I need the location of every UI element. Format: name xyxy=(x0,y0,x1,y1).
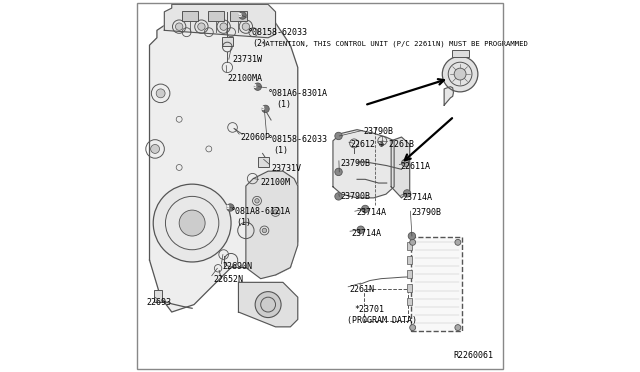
Polygon shape xyxy=(164,4,276,38)
Circle shape xyxy=(273,210,278,214)
Text: (1): (1) xyxy=(237,218,252,227)
Text: 23731W: 23731W xyxy=(233,55,263,64)
Circle shape xyxy=(401,159,409,167)
Circle shape xyxy=(408,232,415,240)
Text: 22100M: 22100M xyxy=(260,178,290,187)
Polygon shape xyxy=(239,282,298,327)
Text: (2): (2) xyxy=(253,39,268,48)
Text: 23790B: 23790B xyxy=(340,158,371,167)
Text: (1): (1) xyxy=(276,100,291,109)
Circle shape xyxy=(357,226,364,234)
Text: °081A6-8301A: °081A6-8301A xyxy=(268,89,328,98)
Text: (PROGRAM DATA): (PROGRAM DATA) xyxy=(347,316,417,325)
Circle shape xyxy=(255,199,259,203)
Text: °081A8-6121A: °081A8-6121A xyxy=(230,207,291,216)
Text: 23714A: 23714A xyxy=(351,229,381,238)
Bar xyxy=(230,11,246,21)
Circle shape xyxy=(262,228,267,233)
Circle shape xyxy=(156,89,165,98)
Bar xyxy=(411,237,462,331)
Circle shape xyxy=(455,325,461,331)
Text: 22652N: 22652N xyxy=(213,275,243,284)
Text: B: B xyxy=(237,13,242,17)
Text: *23701: *23701 xyxy=(354,305,384,314)
Bar xyxy=(407,284,412,292)
Text: 22611A: 22611A xyxy=(401,162,431,171)
Text: 22693: 22693 xyxy=(147,298,172,307)
Text: B: B xyxy=(225,205,229,210)
Bar xyxy=(182,11,198,21)
Circle shape xyxy=(175,23,183,31)
Bar xyxy=(259,157,269,167)
Text: 2261N: 2261N xyxy=(349,285,374,294)
Polygon shape xyxy=(150,16,298,312)
Text: *ATTENTION, THIS CONTROL UNIT (P/C 2261lN) MUST BE PROGRAMMED: *ATTENTION, THIS CONTROL UNIT (P/C 2261l… xyxy=(262,40,528,46)
Circle shape xyxy=(255,292,281,318)
Circle shape xyxy=(335,193,342,200)
Text: 22690N: 22690N xyxy=(223,262,253,271)
Text: B: B xyxy=(260,106,264,111)
Circle shape xyxy=(335,132,342,140)
Circle shape xyxy=(410,239,415,245)
Bar xyxy=(222,37,233,46)
Circle shape xyxy=(150,144,159,153)
Text: (1): (1) xyxy=(274,146,289,155)
Polygon shape xyxy=(444,87,453,105)
Bar xyxy=(452,50,468,57)
Text: 23790B: 23790B xyxy=(340,192,371,201)
Circle shape xyxy=(239,12,246,19)
Circle shape xyxy=(410,325,415,331)
Bar xyxy=(407,242,412,250)
Text: °08158-62033: °08158-62033 xyxy=(248,28,308,37)
Text: B: B xyxy=(253,84,256,89)
Circle shape xyxy=(198,23,205,31)
Circle shape xyxy=(254,83,262,90)
Text: 23714A: 23714A xyxy=(403,193,432,202)
Circle shape xyxy=(362,205,369,213)
Circle shape xyxy=(242,23,250,31)
Circle shape xyxy=(227,204,234,211)
Bar xyxy=(407,270,412,278)
Bar xyxy=(208,11,225,21)
Circle shape xyxy=(335,168,342,176)
Polygon shape xyxy=(333,130,394,198)
Circle shape xyxy=(454,68,466,80)
Circle shape xyxy=(153,184,231,262)
Text: 23790B: 23790B xyxy=(364,126,394,136)
Bar xyxy=(154,290,162,302)
Text: 22612: 22612 xyxy=(350,140,376,149)
Text: 23731V: 23731V xyxy=(271,164,301,173)
Circle shape xyxy=(179,210,205,236)
Circle shape xyxy=(220,23,227,31)
Circle shape xyxy=(262,105,269,113)
Circle shape xyxy=(442,56,478,92)
Bar xyxy=(407,256,412,264)
Polygon shape xyxy=(246,171,298,279)
Text: 22060P: 22060P xyxy=(240,132,270,142)
Polygon shape xyxy=(391,137,410,198)
Text: 22100MA: 22100MA xyxy=(227,74,262,83)
Text: 23714A: 23714A xyxy=(356,208,387,217)
Text: °08158-62033: °08158-62033 xyxy=(268,135,328,144)
Text: R2260061: R2260061 xyxy=(454,351,493,360)
Circle shape xyxy=(455,239,461,245)
Circle shape xyxy=(403,190,411,197)
Text: ⊕ 2261B: ⊕ 2261B xyxy=(380,140,414,149)
Bar xyxy=(364,289,408,321)
Bar xyxy=(407,298,412,305)
Text: 23790B: 23790B xyxy=(412,208,442,217)
